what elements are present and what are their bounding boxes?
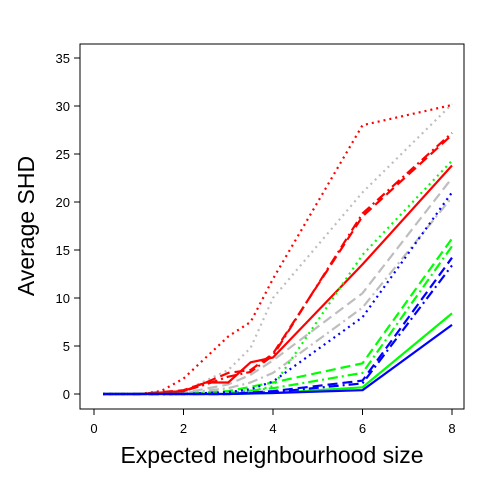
x-axis: 0 2 4 6 8: [90, 409, 456, 436]
y-tick-label: 5: [63, 339, 70, 354]
series-layer: [103, 103, 453, 396]
series-line-15: [103, 324, 453, 396]
x-tick-label: 2: [180, 421, 187, 436]
y-tick-label: 25: [56, 147, 70, 162]
y-tick-label: 15: [56, 243, 70, 258]
x-axis-title: Expected neighbourhood size: [120, 442, 423, 468]
y-tick-label: 0: [63, 387, 70, 402]
series-line-2: [103, 177, 453, 396]
y-axis-title: Average SHD: [13, 156, 39, 296]
plot-frame: [79, 43, 465, 410]
x-tick-label: 0: [90, 421, 97, 436]
x-tick-label: 4: [269, 421, 276, 436]
y-tick-label: 20: [56, 195, 70, 210]
y-tick-label: 35: [56, 51, 70, 66]
x-tick-label: 8: [448, 421, 455, 436]
y-axis: 0 5 10 15 20 25 30 35: [56, 51, 80, 402]
y-tick-label: 10: [56, 291, 70, 306]
y-tick-label: 30: [56, 99, 70, 114]
x-tick-label: 6: [359, 421, 366, 436]
